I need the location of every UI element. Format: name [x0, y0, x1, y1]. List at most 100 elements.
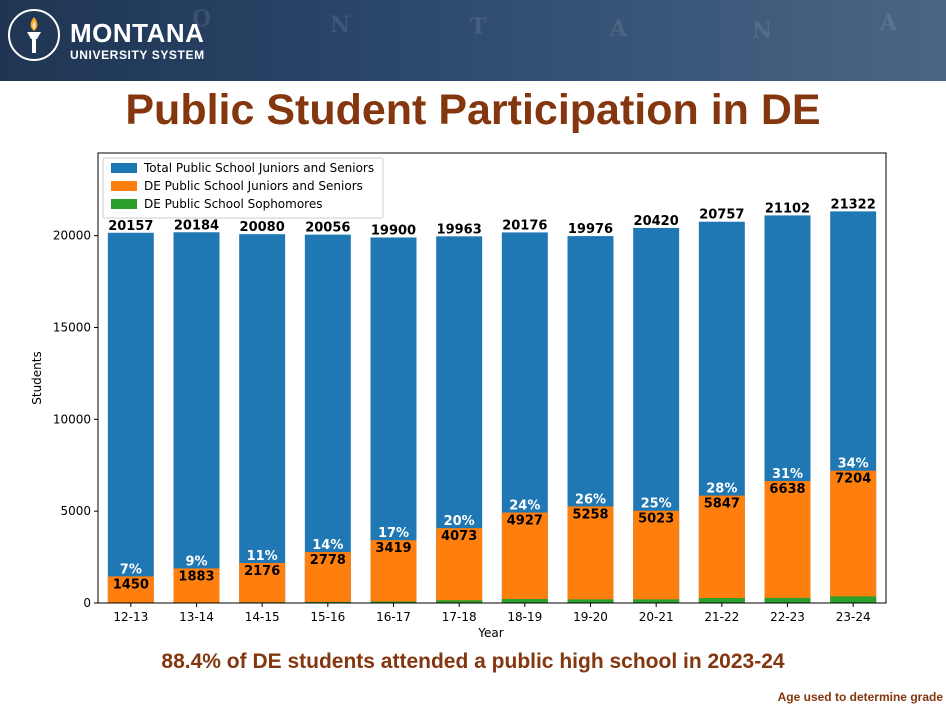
slide-title: Public Student Participation in DE — [125, 86, 821, 134]
legend-label: DE Public School Sophomores — [144, 197, 322, 211]
corner-note: Age used to determine grade — [777, 690, 943, 704]
bar-de-sophomores — [304, 601, 351, 603]
de-value-label: 1883 — [178, 569, 214, 584]
x-tick-label: 17-18 — [442, 610, 477, 624]
bar-de-juniors-seniors — [107, 576, 154, 603]
bar-de-juniors-seniors — [239, 563, 286, 603]
bar-de-juniors-seniors — [567, 506, 614, 603]
map-letter: O — [192, 6, 212, 32]
de-value-label: 5258 — [572, 507, 608, 522]
bar-de-sophomores — [436, 600, 483, 603]
x-tick-label: 20-21 — [639, 610, 674, 624]
bar-de-juniors-seniors — [370, 540, 417, 603]
bar-de-sophomores — [567, 599, 614, 603]
de-value-label: 2176 — [244, 564, 280, 579]
x-axis-label: Year — [477, 626, 503, 640]
total-value-label: 20080 — [240, 220, 285, 235]
legend-label: Total Public School Juniors and Seniors — [143, 161, 374, 175]
x-tick-label: 14-15 — [245, 610, 280, 624]
total-value-label: 19900 — [371, 223, 416, 238]
de-value-label: 7204 — [835, 472, 871, 487]
total-value-label: 20056 — [305, 221, 350, 236]
percent-label: 14% — [312, 538, 343, 553]
total-value-label: 20757 — [699, 208, 744, 223]
percent-label: 20% — [444, 514, 475, 529]
footnote: 88.4% of DE students attended a public h… — [161, 650, 785, 673]
bar-de-sophomores — [830, 596, 877, 603]
logo-emblem — [8, 9, 60, 61]
percent-label: 11% — [247, 549, 278, 564]
map-letter: N — [330, 12, 351, 38]
de-value-label: 5023 — [638, 512, 674, 527]
total-value-label: 21102 — [765, 201, 810, 216]
legend-swatch — [111, 181, 137, 191]
map-letter: A — [610, 16, 628, 42]
percent-label: 26% — [575, 492, 606, 507]
total-value-label: 21322 — [831, 197, 876, 212]
de-value-label: 1450 — [113, 577, 149, 592]
logo-subtitle: UNIVERSITY SYSTEM — [70, 48, 205, 62]
header-banner: O N T A N A MONTANA UNIVERSITY SYSTEM — [0, 0, 946, 81]
bar-de-juniors-seniors — [633, 510, 680, 603]
x-tick-label: 18-19 — [507, 610, 542, 624]
total-value-label: 19963 — [437, 222, 482, 237]
total-value-label: 20176 — [502, 218, 547, 233]
map-letter: T — [470, 14, 487, 40]
de-value-label: 5847 — [704, 497, 740, 512]
bar-de-juniors-seniors — [764, 481, 811, 603]
legend-label: DE Public School Juniors and Seniors — [144, 179, 363, 193]
total-value-label: 20420 — [634, 214, 679, 229]
percent-label: 17% — [378, 526, 409, 541]
percent-label: 34% — [838, 457, 869, 472]
x-tick-label: 19-20 — [573, 610, 608, 624]
bar-total — [239, 234, 286, 604]
bar-total — [107, 232, 154, 603]
y-tick-label: 5000 — [60, 504, 91, 518]
bar-total — [173, 232, 220, 603]
percent-label: 31% — [772, 467, 803, 482]
plot-frame — [97, 152, 887, 604]
legend-box — [102, 157, 384, 219]
map-letter: N — [752, 18, 773, 44]
bar-de-juniors-seniors — [173, 568, 220, 603]
torch-icon — [27, 17, 41, 53]
bar-de-juniors-seniors — [436, 528, 483, 603]
bar-total — [304, 234, 351, 603]
de-value-label: 4073 — [441, 529, 477, 544]
y-tick-label: 10000 — [53, 412, 91, 426]
percent-label: 7% — [120, 562, 142, 577]
y-tick-label: 20000 — [53, 229, 91, 243]
bar-de-juniors-seniors — [830, 470, 877, 603]
bar-de-juniors-seniors — [501, 512, 548, 603]
x-tick-label: 22-23 — [770, 610, 805, 624]
total-value-label: 20157 — [108, 219, 153, 234]
total-value-label: 19976 — [568, 222, 613, 237]
percent-label: 24% — [509, 499, 540, 514]
logo-name: MONTANA — [70, 18, 205, 48]
legend-swatch — [111, 163, 137, 173]
de-value-label: 2778 — [310, 553, 346, 568]
bar-de-juniors-seniors — [698, 495, 745, 603]
bar-de-sophomores — [370, 601, 417, 603]
total-value-label: 20184 — [174, 218, 219, 233]
percent-label: 9% — [185, 554, 207, 569]
y-tick-label: 15000 — [53, 320, 91, 334]
x-tick-label: 15-16 — [310, 610, 345, 624]
bar-de-sophomores — [501, 598, 548, 603]
x-tick-label: 23-24 — [836, 610, 871, 624]
x-tick-label: 12-13 — [113, 610, 148, 624]
bar-de-sophomores — [764, 597, 811, 603]
x-tick-label: 21-22 — [704, 610, 739, 624]
de-value-label: 3419 — [375, 541, 411, 556]
bar-de-juniors-seniors — [304, 551, 351, 603]
percent-label: 28% — [706, 482, 737, 497]
x-tick-label: 13-14 — [179, 610, 214, 624]
y-tick-label: 0 — [83, 596, 91, 610]
de-value-label: 6638 — [769, 482, 805, 497]
percent-label: 25% — [641, 497, 672, 512]
legend-swatch — [111, 199, 137, 209]
de-value-label: 4927 — [507, 514, 543, 529]
bar-de-sophomores — [698, 598, 745, 603]
map-letter: A — [880, 10, 898, 36]
